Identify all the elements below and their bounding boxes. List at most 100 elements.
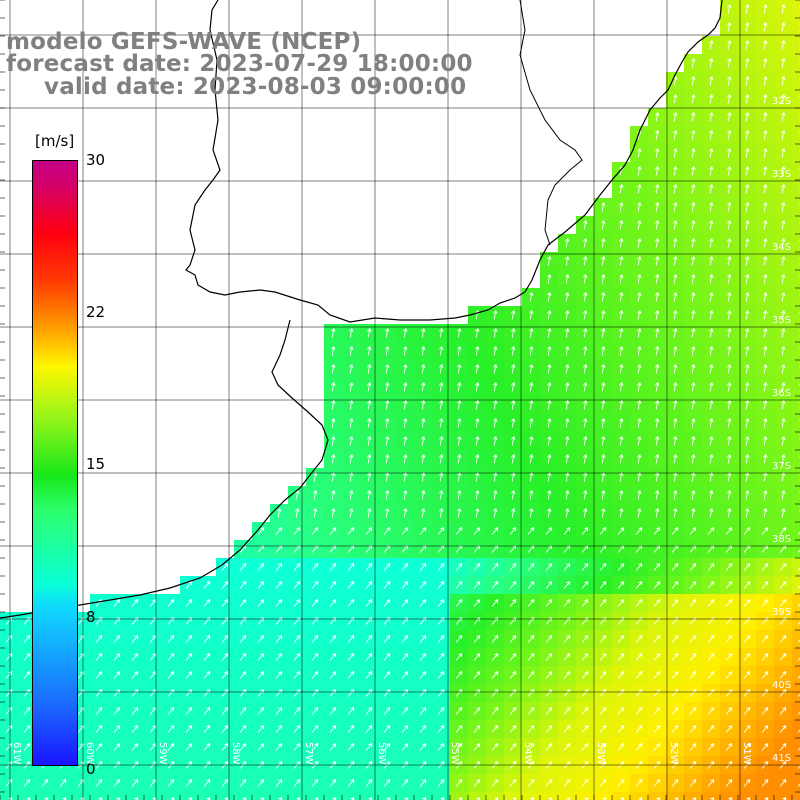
wind-arrow-icon [23,779,31,787]
wind-arrow-icon [563,779,571,787]
wind-arrow-icon [653,707,661,715]
wind-arrow-icon [275,563,283,571]
wind-arrow-icon [727,310,732,320]
wind-arrow-icon [491,617,499,625]
wind-arrow-icon [691,130,696,140]
wind-arrow-icon [23,653,31,661]
wind-arrow-icon [365,653,373,661]
wind-arrow-icon [131,653,139,661]
wind-arrow-icon [547,400,552,410]
wind-arrow-icon [257,617,265,625]
wind-arrow-icon [545,725,553,733]
wind-arrow-icon [763,400,768,410]
longitude-label: 60W [84,742,95,765]
wind-arrow-icon [239,671,247,679]
wind-arrow-icon [329,689,337,697]
wind-arrow-icon [95,707,103,715]
wind-arrow-icon [383,527,391,535]
wind-arrow-icon [725,599,733,607]
wind-arrow-icon [367,436,372,446]
wind-arrow-icon [566,797,571,800]
wind-cell [792,540,800,559]
wind-arrow-icon [581,671,589,679]
wind-arrow-icon [95,725,103,733]
wind-arrow-icon [655,184,660,194]
wind-arrow-icon [779,599,787,607]
wind-arrow-icon [455,725,463,733]
wind-arrow-icon [637,364,642,374]
wind-cell [288,792,307,800]
wind-arrow-icon [583,400,588,410]
wind-arrow-icon [689,779,697,787]
longitude-label: 51W [741,742,752,765]
wind-arrow-icon [563,725,571,733]
wind-arrow-icon [455,563,463,571]
wind-arrow-icon [529,508,534,518]
wind-arrow-icon [329,599,337,607]
wind-arrow-icon [563,689,571,697]
wind-arrow-icon [599,707,607,715]
wind-arrow-icon [581,689,589,697]
wind-arrow-icon [131,725,139,733]
wind-arrow-icon [707,527,715,535]
wind-cell [792,396,800,415]
wind-arrow-icon [493,454,498,464]
latitude-label: 38S [772,534,792,545]
wind-arrow-icon [583,436,588,446]
wind-arrow-icon [347,581,355,589]
wind-arrow-icon [781,220,786,230]
wind-arrow-icon [437,581,445,589]
wind-arrow-icon [277,508,282,518]
wind-arrow-icon [491,653,499,661]
wind-arrow-icon [689,725,697,733]
wind-arrow-icon [727,454,732,464]
wind-arrow-icon [311,671,319,679]
wind-arrow-icon [583,292,588,302]
wind-arrow-icon [401,725,409,733]
wind-arrow-icon [761,563,769,571]
wind-arrow-icon [257,563,265,571]
wind-arrow-icon [781,364,786,374]
wind-arrow-icon [691,94,696,104]
wind-arrow-icon [619,202,624,212]
wind-arrow-icon [691,220,696,230]
wind-arrow-icon [727,508,732,518]
wind-arrow-icon [221,779,229,787]
wind-arrow-icon [221,653,229,661]
wind-cell [468,792,487,800]
wind-arrow-icon [439,508,444,518]
wind-arrow-icon [349,490,354,500]
wind-arrow-icon [331,436,336,446]
wind-arrow-icon [617,725,625,733]
wind-arrow-icon [673,400,678,410]
wind-arrow-icon [383,635,391,643]
wind-arrow-icon [653,689,661,697]
wind-arrow-icon [332,797,337,800]
wind-arrow-icon [691,292,696,302]
wind-arrow-icon [185,581,193,589]
wind-cell [792,378,800,397]
wind-cell [234,792,253,800]
wind-arrow-icon [509,671,517,679]
wind-arrow-icon [545,635,553,643]
wind-arrow-icon [635,581,643,589]
wind-arrow-icon [565,328,570,338]
wind-arrow-icon [403,418,408,428]
wind-arrow-icon [242,797,247,800]
wind-arrow-icon [619,436,624,446]
wind-arrow-icon [385,364,390,374]
wind-arrow-icon [653,743,661,751]
wind-cell [792,54,800,73]
wind-arrow-icon [293,635,301,643]
wind-cell [36,792,55,800]
wind-arrow-icon [673,382,678,392]
wind-arrow-icon [563,671,571,679]
wind-arrow-icon [401,563,409,571]
wind-arrow-icon [727,238,732,248]
wind-arrow-icon [329,725,337,733]
wind-arrow-icon [781,346,786,356]
wind-arrow-icon [779,779,787,787]
wind-arrow-icon [781,238,786,248]
wind-arrow-icon [239,635,247,643]
